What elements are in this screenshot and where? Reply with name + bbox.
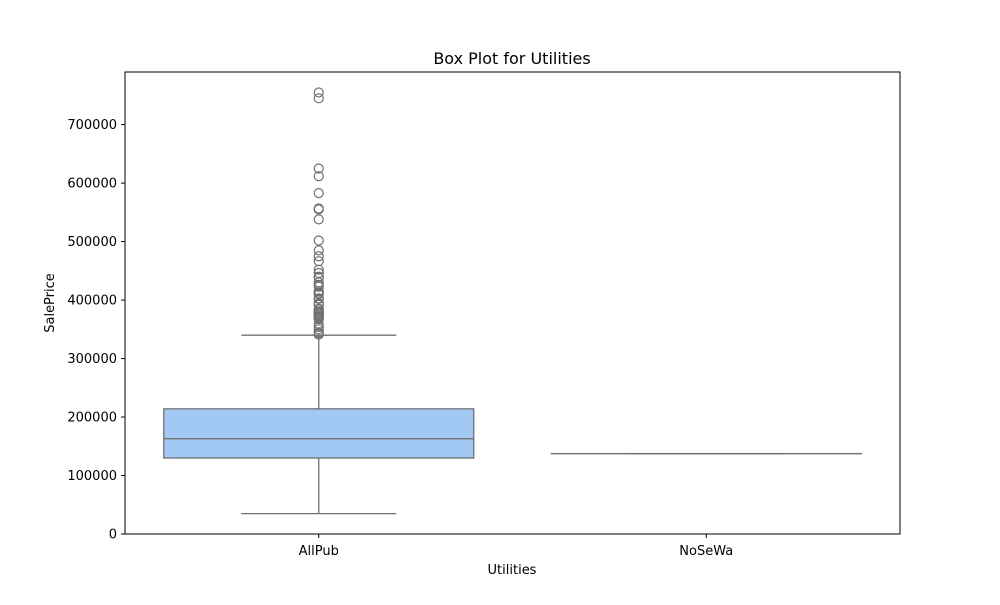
x-tick-label: AllPub bbox=[299, 544, 339, 559]
y-tick-label: 100000 bbox=[67, 469, 117, 484]
y-tick-label: 400000 bbox=[67, 294, 117, 309]
y-tick-label: 300000 bbox=[67, 352, 117, 367]
outlier-point bbox=[314, 94, 323, 103]
y-tick-label: 600000 bbox=[67, 177, 117, 192]
x-tick-label: NoSeWa bbox=[679, 544, 733, 559]
y-tick-label: 0 bbox=[109, 528, 117, 543]
plot-frame bbox=[125, 72, 900, 534]
plot-area: 0 100000 200000 300000 400000 500000 600000 700… bbox=[67, 72, 900, 559]
outlier-point bbox=[314, 236, 323, 245]
iqr-box bbox=[164, 409, 474, 458]
x-axis-label: Utilities bbox=[488, 563, 537, 578]
chart-title: Box Plot for Utilities bbox=[433, 49, 590, 68]
y-tick-label: 500000 bbox=[67, 235, 117, 250]
y-tick-label: 200000 bbox=[67, 411, 117, 426]
outlier-point bbox=[314, 215, 323, 224]
y-tick-label: 700000 bbox=[67, 118, 117, 133]
y-axis-label: SalePrice bbox=[43, 273, 58, 333]
outlier-point bbox=[314, 189, 323, 198]
